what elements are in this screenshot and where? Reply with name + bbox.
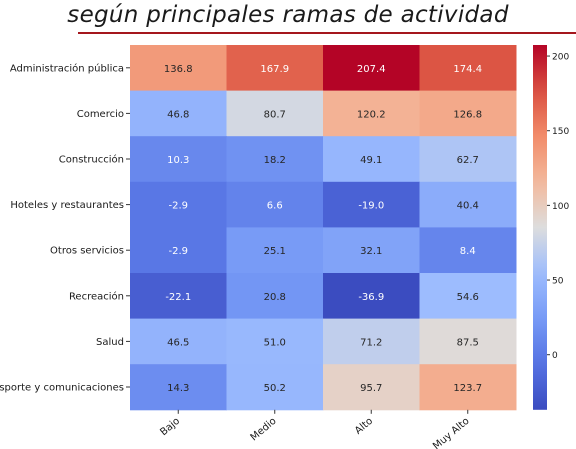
y-tick-label: Hoteles y restaurantes	[10, 200, 124, 211]
cell-label: 87.5	[457, 337, 479, 348]
heatmap-cell	[226, 227, 324, 274]
cell-label: 120.2	[357, 109, 386, 120]
heatmap-cell	[226, 136, 324, 183]
cell-label: -2.9	[168, 246, 188, 257]
cell-label: 46.5	[167, 337, 189, 348]
cell-label: -2.9	[168, 201, 188, 212]
x-tick-label: Medio	[249, 416, 279, 444]
heatmap-cell	[130, 227, 227, 274]
x-tick-label: Muy Alto	[431, 416, 472, 449]
heatmap-cell	[226, 90, 324, 137]
heatmap-cell	[130, 181, 227, 228]
heatmap-cell	[323, 273, 420, 320]
heatmap-cell	[419, 227, 517, 274]
cell-label: 14.3	[167, 383, 189, 394]
colorbar-tick-label: 0	[552, 351, 558, 361]
cell-label: 71.2	[360, 337, 382, 348]
cell-label: 95.7	[360, 383, 382, 394]
cell-label: 18.2	[264, 155, 286, 166]
cell-label: 62.7	[457, 155, 479, 166]
heatmap-cell	[419, 364, 517, 411]
cell-label: 51.0	[264, 337, 286, 348]
heatmap-cell	[323, 136, 420, 183]
cell-label: 25.1	[264, 246, 286, 257]
cell-label: 50.2	[264, 383, 286, 394]
cell-label: 6.6	[267, 201, 283, 212]
heatmap-cell	[323, 181, 420, 228]
heatmap-cell	[323, 90, 420, 137]
title-divider	[78, 32, 576, 34]
cell-label: -22.1	[165, 292, 191, 303]
heatmap-cell	[419, 181, 517, 228]
colorbar	[533, 45, 547, 410]
page-title: según principales ramas de actividad	[67, 2, 509, 28]
heatmap-cell	[323, 318, 420, 365]
heatmap-cell	[226, 364, 324, 411]
cell-label: 80.7	[264, 109, 286, 120]
cell-label: -36.9	[358, 292, 384, 303]
cell-label: 32.1	[360, 246, 382, 257]
cell-label: 46.8	[167, 109, 189, 120]
cell-label: 40.4	[457, 201, 479, 212]
heatmap-cell	[130, 136, 227, 183]
cell-label: 207.4	[357, 64, 386, 75]
heatmap-cell	[226, 318, 324, 365]
cell-label: 123.7	[453, 383, 482, 394]
heatmap-cell	[226, 45, 324, 92]
heatmap-cell	[323, 364, 420, 411]
y-tick-label: Otros servicios	[50, 246, 124, 257]
heatmap-cell	[419, 45, 517, 92]
y-tick-label: Salud	[96, 337, 124, 348]
colorbar-tick-label: 200	[552, 53, 569, 63]
y-tick-label: Recreación	[69, 290, 124, 302]
cell-label: 8.4	[460, 246, 476, 257]
heatmap-cell	[130, 318, 227, 365]
colorbar-tick-label: 100	[552, 202, 569, 212]
heatmap-cell	[419, 273, 517, 320]
heatmap-cell	[130, 273, 227, 320]
heatmap-cell	[419, 90, 517, 137]
cell-label: 174.4	[453, 64, 482, 75]
heatmap-cell	[226, 181, 324, 228]
x-tick-label: Bajo	[158, 416, 182, 438]
y-tick-label: Construcción	[59, 154, 124, 166]
cell-label: 20.8	[264, 292, 286, 303]
cell-label: 49.1	[360, 155, 382, 166]
cell-label: 126.8	[453, 109, 482, 120]
heatmap-cell	[226, 273, 324, 320]
heatmap-cell	[130, 90, 227, 137]
cell-label: 10.3	[167, 155, 189, 166]
cell-label: -19.0	[358, 201, 384, 212]
y-tick-label: Transporte y comunicaciones	[0, 383, 124, 394]
heatmap-cell	[130, 364, 227, 411]
heatmap-cell	[130, 45, 227, 92]
heatmap-cell	[419, 136, 517, 183]
y-tick-label: Comercio	[77, 109, 124, 120]
x-tick-label: Alto	[353, 416, 375, 437]
colorbar-tick-label: 150	[552, 127, 569, 137]
cell-label: 54.6	[457, 292, 479, 303]
title-banner: según principales ramas de actividad	[0, 0, 576, 32]
heatmap-cell	[323, 227, 420, 274]
colorbar-tick-label: 50	[552, 277, 564, 287]
heatmap-cell	[419, 318, 517, 365]
y-tick-label: Administración pública	[10, 62, 124, 74]
cell-label: 136.8	[164, 64, 193, 75]
heatmap-cell	[323, 45, 420, 92]
cell-label: 167.9	[260, 64, 289, 75]
